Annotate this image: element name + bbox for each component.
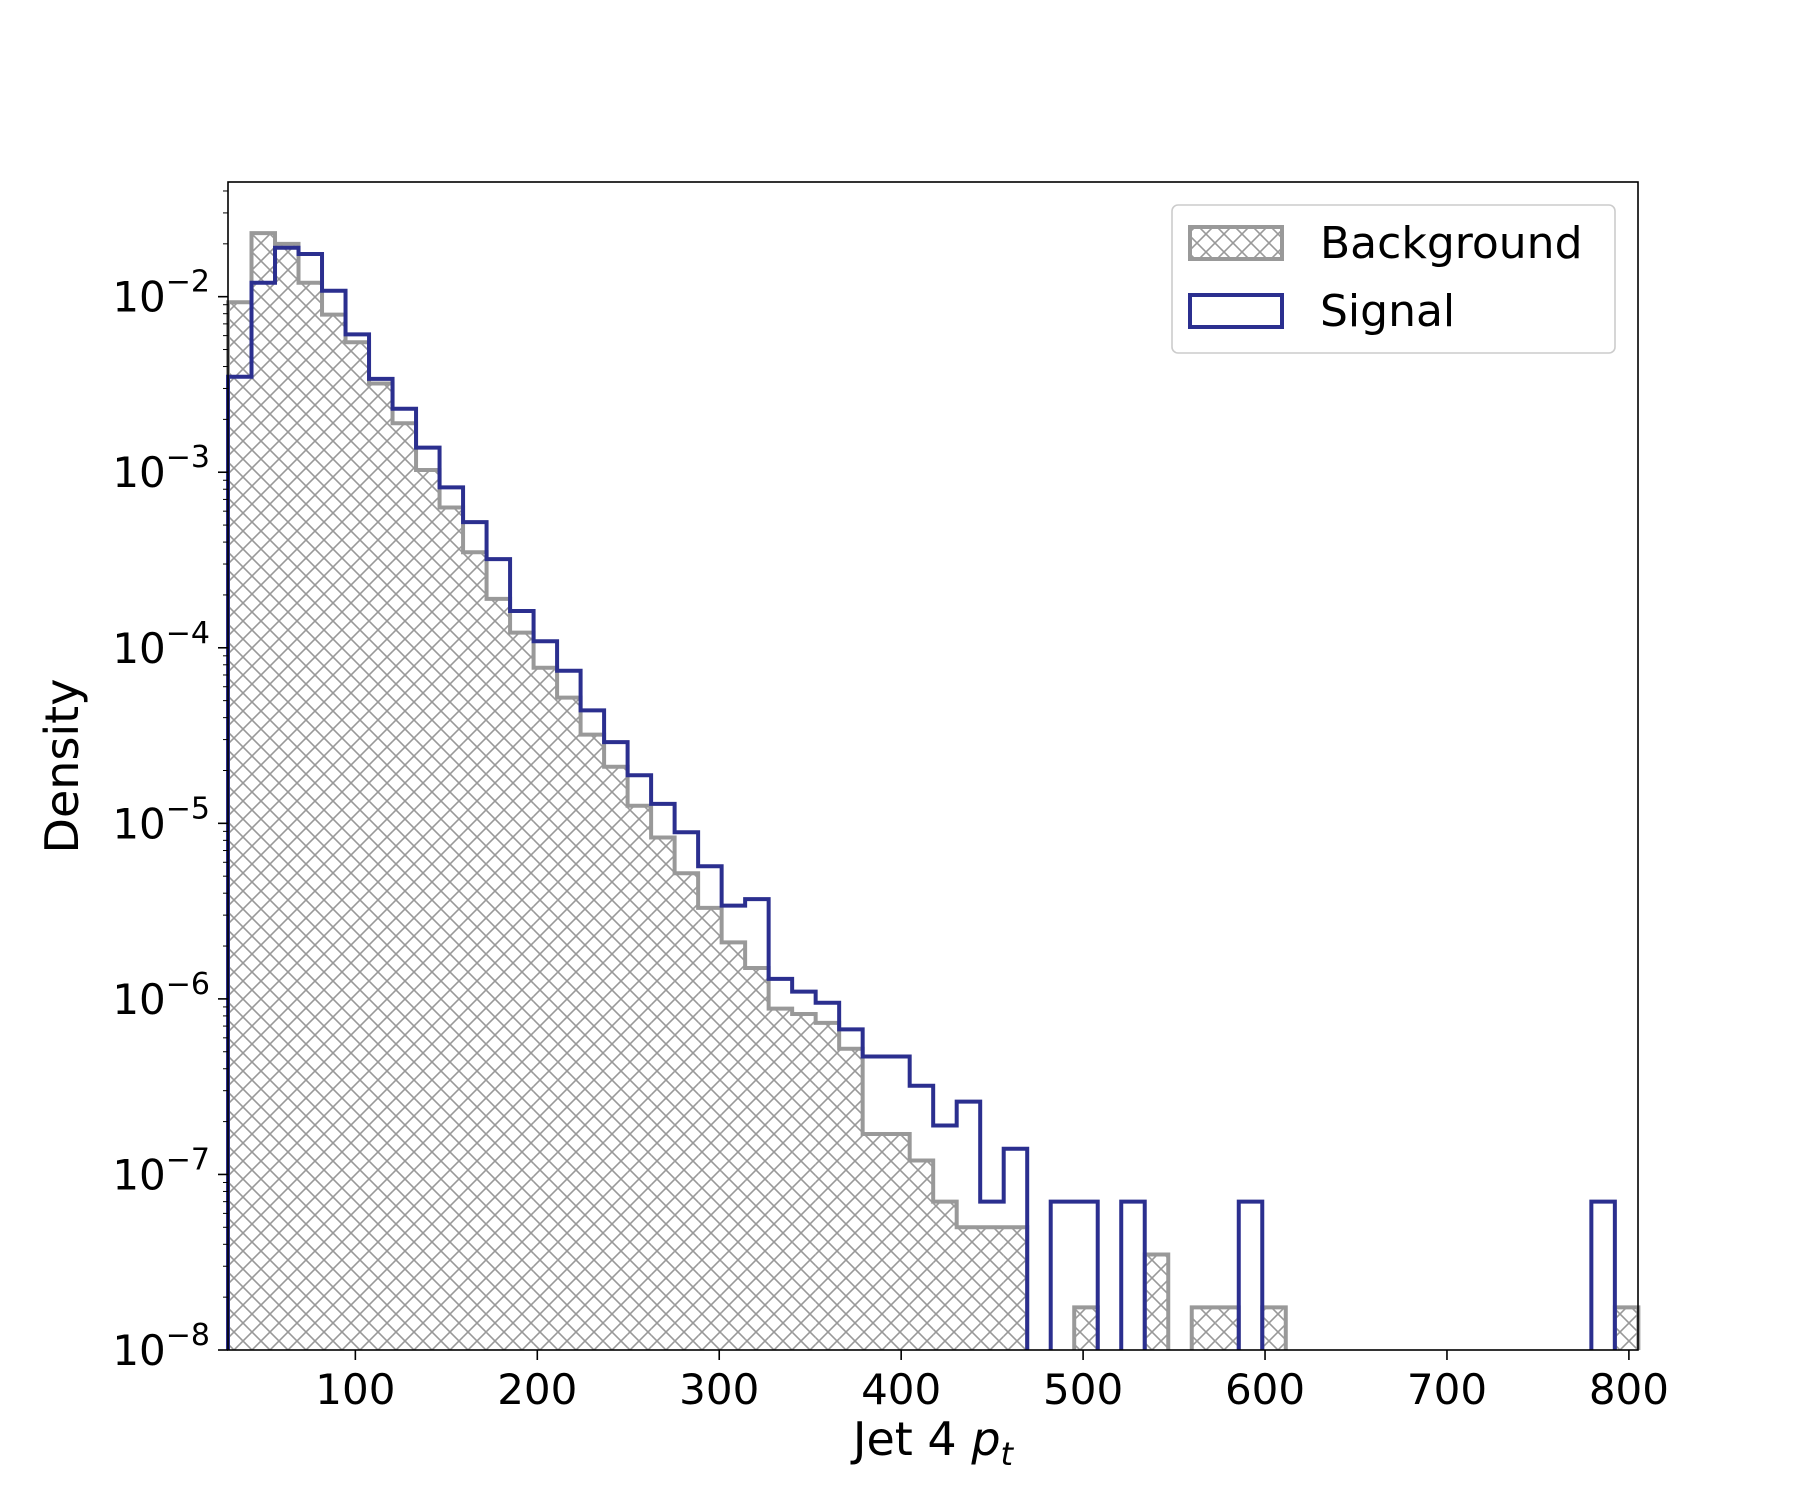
legend-swatch-background [1188, 225, 1284, 261]
axes-frame [227, 181, 1639, 1351]
background-bar [651, 837, 675, 1350]
background-bar [322, 314, 346, 1351]
y-tick-label: 10−3 [112, 440, 210, 497]
y-tick-label: 10−2 [112, 265, 210, 322]
background-bar [392, 423, 417, 1351]
signal-outline [226, 245, 1617, 1350]
background-bar [862, 1133, 887, 1350]
background-bar [369, 383, 393, 1350]
background-bar [933, 1201, 957, 1350]
y-axis-label: Density [35, 679, 89, 854]
signal-bar [1591, 1202, 1615, 1350]
background-bar [416, 469, 440, 1350]
x-axis-label: Jet 4 pt [850, 1412, 1015, 1473]
background-bar [980, 1227, 1004, 1350]
background-bar [768, 1008, 793, 1350]
legend-label-background: Background [1320, 218, 1583, 269]
background-bar [1614, 1307, 1639, 1350]
background-bar [627, 805, 652, 1350]
background-bar [1144, 1254, 1169, 1350]
y-tick-label: 10−7 [112, 1142, 210, 1199]
background-bar [580, 734, 605, 1350]
signal-bar [1239, 1202, 1263, 1350]
background-bar [698, 907, 722, 1350]
background-bar [533, 667, 558, 1350]
background-bar [956, 1227, 981, 1350]
background-bar [909, 1160, 934, 1350]
y-tick-label: 10−8 [112, 1318, 210, 1375]
background-bar [792, 1014, 816, 1350]
x-axis-label-math: p [970, 1412, 1000, 1466]
x-axis-label-subscript: t [1001, 1435, 1015, 1473]
background-bar [815, 1022, 840, 1350]
x-tick-label: 700 [1407, 1365, 1487, 1414]
background-bar [510, 632, 534, 1350]
y-tick-label: 10−6 [112, 967, 210, 1024]
legend: Background Signal [1171, 204, 1616, 354]
background-bar [298, 282, 323, 1350]
background-bar [839, 1048, 863, 1350]
x-axis-label-text: Jet 4 [850, 1412, 971, 1466]
legend-swatch-signal [1188, 293, 1284, 329]
background-bar [557, 697, 581, 1350]
background-bar [345, 342, 370, 1350]
x-tick-label: 200 [497, 1365, 577, 1414]
background-bar [1003, 1227, 1028, 1350]
y-tick-label: 10−5 [112, 791, 210, 848]
background-bar [721, 942, 746, 1350]
background-bar [439, 507, 464, 1350]
background-bar [463, 552, 487, 1350]
background-bar [604, 766, 628, 1350]
x-tick-label: 800 [1589, 1365, 1669, 1414]
background-bar [1262, 1307, 1286, 1350]
background-bar [1074, 1307, 1098, 1350]
legend-label-signal: Signal [1320, 286, 1455, 337]
background-bar [674, 873, 699, 1350]
background-bar [228, 302, 252, 1350]
background-bar [251, 233, 276, 1350]
plot-area [226, 231, 1641, 1351]
signal-bar [1121, 1202, 1145, 1350]
x-tick-label: 600 [1225, 1365, 1305, 1414]
signal-bar [1051, 1202, 1075, 1350]
axis-ticks: 100 200 300 400 500 600 700 800 10−2 10−3 10−4 10−5… [112, 190, 1669, 1414]
background-bar [486, 598, 511, 1350]
background-bar [886, 1133, 910, 1350]
x-tick-label: 400 [861, 1365, 941, 1414]
background-bar [1191, 1307, 1216, 1350]
background-bar [1215, 1307, 1239, 1350]
x-tick-label: 500 [1043, 1365, 1123, 1414]
x-tick-label: 100 [315, 1365, 395, 1414]
background-outline [226, 231, 1641, 1350]
y-tick-label: 10−4 [112, 616, 210, 673]
background-bar [745, 967, 769, 1350]
x-tick-label: 300 [679, 1365, 759, 1414]
background-bar [275, 243, 299, 1350]
